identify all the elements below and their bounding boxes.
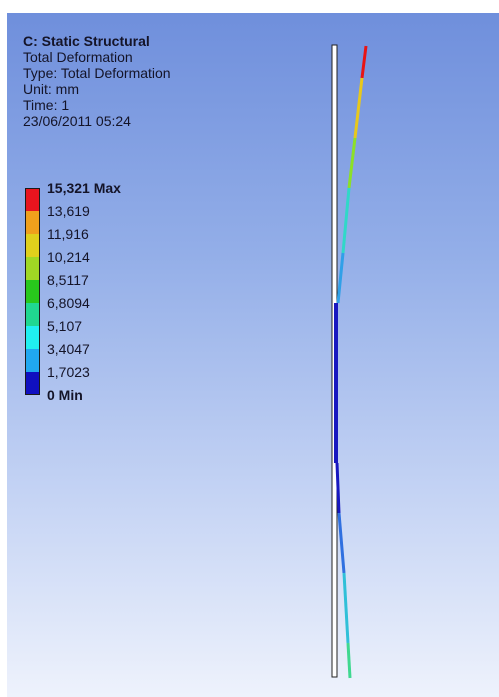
legend-swatch (25, 234, 40, 257)
legend-swatch (25, 280, 40, 303)
deformed-segment (336, 252, 345, 304)
deformed-model-view[interactable] (7, 13, 499, 697)
legend-label: 11,916 (47, 226, 89, 242)
legend-swatch (25, 303, 40, 326)
analysis-title: C: Static Structural (23, 33, 150, 49)
result-unit: Unit: mm (23, 81, 79, 97)
deformed-beam-upper (334, 45, 368, 463)
result-type: Type: Total Deformation (23, 65, 171, 81)
deformed-segment (353, 77, 364, 139)
deformed-segment (342, 572, 350, 644)
legend-swatch (25, 211, 40, 234)
result-info: C: Static Structural Total Deformation T… (23, 33, 171, 129)
deformed-segment (337, 512, 346, 574)
legend-swatch (25, 326, 40, 349)
legend-label: 10,214 (47, 249, 90, 265)
deformed-segment (360, 45, 368, 79)
legend-swatch (25, 188, 40, 211)
legend-label: 3,4047 (47, 341, 90, 357)
result-timestamp: 23/06/2011 05:24 (23, 113, 131, 129)
legend-label: 1,7023 (47, 364, 90, 380)
legend-label: 6,8094 (47, 295, 90, 311)
graphics-viewport[interactable]: C: Static Structural Total Deformation T… (7, 13, 499, 697)
legend-label: 8,5117 (47, 272, 89, 288)
legend-swatch (25, 349, 40, 372)
deformed-segment (335, 462, 341, 514)
legend-swatch (25, 257, 40, 280)
deformed-beam-lower (335, 462, 352, 679)
deformed-segment (341, 187, 351, 254)
deformed-segment (347, 137, 357, 189)
legend-swatch (25, 372, 40, 395)
legend-max-label: 15,321 Max (47, 180, 121, 196)
legend-label: 5,107 (47, 318, 83, 334)
result-name: Total Deformation (23, 49, 133, 65)
deformed-segment (346, 642, 352, 679)
legend-label: 13,619 (47, 203, 90, 219)
result-time: Time: 1 (23, 97, 70, 113)
legend-min-label: 0 Min (47, 387, 83, 403)
